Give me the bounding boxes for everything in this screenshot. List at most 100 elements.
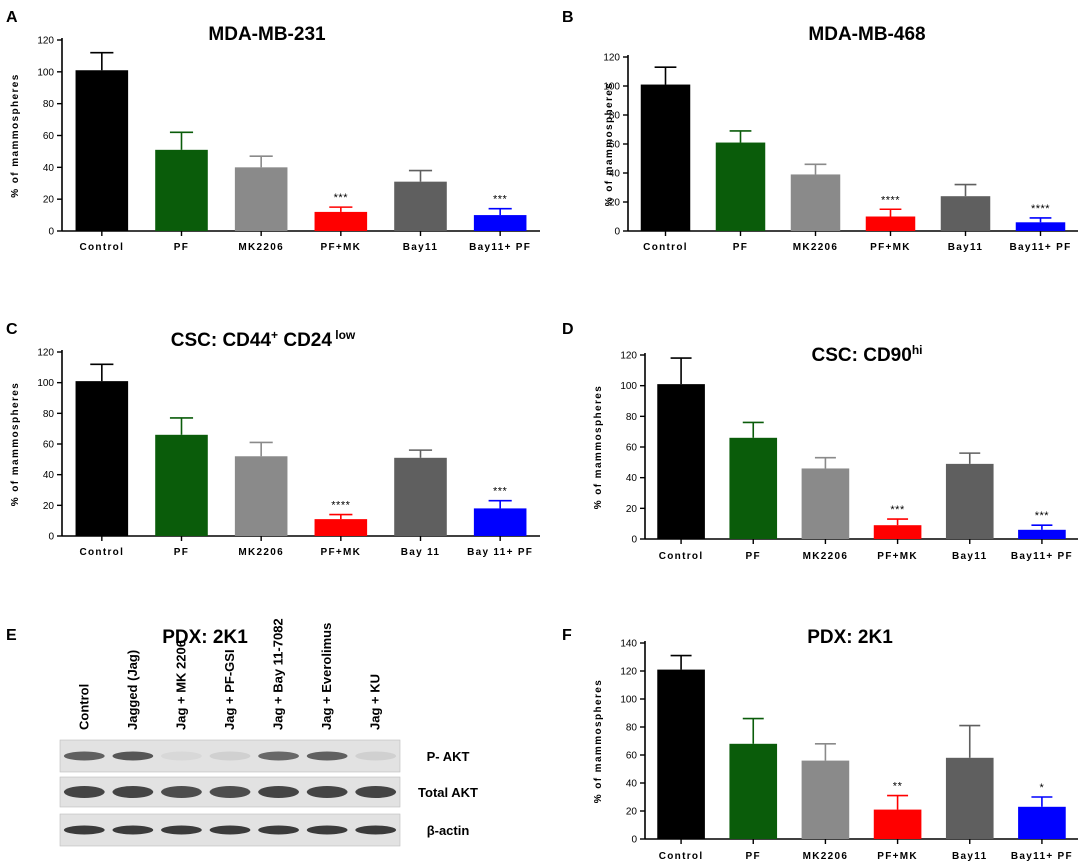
y-axis-label-f: % of mammospheres [593, 679, 604, 803]
blot-band [209, 751, 251, 761]
blot-band [112, 751, 154, 761]
y-tick-label: 140 [620, 639, 637, 650]
chart-title-f: PDX: 2K1 [807, 627, 893, 648]
bar-bay11-pf [1018, 806, 1066, 839]
y-tick-label: 100 [37, 378, 54, 389]
y-tick-label: 100 [620, 695, 637, 706]
y-axis-label-c: % of mammospheres [10, 382, 21, 506]
western-blot-panel: PDX: 2K1 Control Jagged (Jag) Jag + MK 220… [59, 618, 478, 847]
blot-band [63, 825, 105, 835]
y-tick-label: 80 [43, 409, 55, 420]
x-tick-label-bay11: Bay11 [948, 242, 983, 253]
bar-pf-mk [873, 525, 922, 539]
y-tick-label: 80 [43, 99, 55, 110]
y-tick-label: 100 [37, 67, 54, 78]
blot-band [258, 825, 299, 835]
blot-band [161, 825, 202, 835]
blot-lane-label-jagged-jag: Jagged (Jag) [125, 650, 140, 730]
bar-bay-11-pf [473, 508, 527, 536]
blot-lane-label-jag-ku: Jag + KU [368, 674, 383, 730]
chart-title-superscript: hi [912, 343, 923, 357]
blot-band [161, 751, 202, 761]
bar-mk2206 [234, 167, 288, 231]
y-axis-label-a: % of mammospheres [10, 73, 21, 197]
significance-label-bay11-pf: *** [493, 194, 508, 206]
bar-control [75, 70, 129, 231]
bar-mk2206 [801, 468, 850, 539]
blot-lane-label-jag-bay-11-7082: Jag + Bay 11-7082 [271, 618, 286, 730]
x-tick-label-pf: PF [746, 851, 761, 862]
panel-letter-a: A [6, 9, 18, 26]
y-tick-label: 20 [609, 198, 621, 209]
bar-chart-csc-cd44-cd24: CSC: CD44+ CD24 low 0 20 40 60 80 100 120 % of m… [10, 328, 540, 558]
blot-lane-label-jag-everolimus: Jag + Everolimus [319, 623, 334, 730]
blot-lane-label-control: Control [76, 684, 91, 730]
significance-label-pf-mk: **** [881, 194, 900, 206]
chart-title-d: CSC: CD90hi [812, 343, 923, 366]
y-tick-label: 120 [37, 36, 54, 47]
y-tick-label: 20 [43, 195, 55, 206]
chart-title-main: PDX: 2K1 [807, 627, 893, 648]
blot-band [63, 751, 105, 761]
chart-title-superscript: + [271, 328, 278, 342]
y-tick-label: 100 [620, 381, 637, 392]
x-tick-label-bay11-pf: Bay11+ PF [469, 242, 531, 253]
blot-band [355, 786, 397, 798]
blot-band [112, 786, 154, 798]
bar-mk2206 [790, 174, 841, 231]
y-tick-label: 60 [626, 751, 638, 762]
x-tick-label-control: Control [80, 242, 125, 253]
blot-band [355, 751, 397, 761]
chart-title-main: CSC: CD44 [171, 330, 272, 351]
x-tick-label-pf: PF [746, 551, 761, 562]
x-tick-label-control: Control [659, 851, 704, 862]
y-tick-label: 20 [626, 504, 638, 515]
x-tick-label-pf: PF [174, 547, 189, 558]
y-tick-label: 0 [48, 532, 54, 543]
bar-mk2206 [801, 760, 850, 839]
blot-band [258, 751, 299, 761]
blot-strips: P- AKT Total AKT β-actin [59, 739, 478, 847]
y-tick-label: 40 [626, 779, 638, 790]
x-tick-label-mk2206: MK2206 [238, 547, 284, 558]
blot-lane-labels: Control Jagged (Jag) Jag + MK 2206 Jag + PF… [76, 618, 382, 730]
y-tick-label: 20 [626, 807, 638, 818]
significance-label-bay11-pf: **** [1031, 203, 1050, 215]
x-tick-label-bay11-pf: Bay11+ PF [1009, 242, 1071, 253]
significance-label-pf-mk: ** [893, 781, 903, 793]
x-tick-label-bay-11-pf: Bay 11+ PF [467, 547, 533, 558]
x-tick-label-bay11: Bay11 [952, 851, 987, 862]
x-tick-label-bay11: Bay11 [952, 551, 987, 562]
bar-bay11-pf [1018, 529, 1066, 539]
bar-pf [155, 149, 208, 231]
x-tick-label-pf-mk: PF+MK [320, 547, 361, 558]
x-tick-label-control: Control [659, 551, 704, 562]
panel-letter-d: D [562, 321, 574, 338]
x-tick-label-bay11-pf: Bay11+ PF [1011, 551, 1073, 562]
blot-band [209, 786, 251, 798]
panel-letter-c: C [6, 321, 18, 338]
blot-band [209, 825, 251, 835]
bar-bay11 [394, 181, 447, 231]
blot-band [306, 786, 348, 798]
x-tick-label-pf-mk: PF+MK [870, 242, 911, 253]
x-tick-label-mk2206: MK2206 [803, 551, 849, 562]
blot-band [161, 786, 202, 798]
significance-label-bay-11-pf: *** [493, 486, 508, 498]
bar-pf-mk [314, 519, 368, 536]
x-tick-label-control: Control [80, 547, 125, 558]
y-tick-label: 120 [37, 348, 54, 359]
x-tick-label-mk2206: MK2206 [803, 851, 849, 862]
significance-label-pf-mk: *** [890, 504, 905, 516]
x-tick-label-control: Control [643, 242, 688, 253]
y-tick-label: 40 [43, 163, 55, 174]
y-tick-label: 80 [609, 111, 621, 122]
y-tick-label: 20 [43, 501, 55, 512]
y-tick-label: 40 [626, 473, 638, 484]
x-tick-label-pf-mk: PF+MK [877, 551, 918, 562]
y-tick-label: 40 [609, 169, 621, 180]
bar-chart-csc-cd90: CSC: CD90hi 0 20 40 60 80 100 120 % of mammosphe… [593, 343, 1078, 562]
chart-title-a: MDA-MB-231 [208, 24, 326, 45]
x-tick-label-pf-mk: PF+MK [877, 851, 918, 862]
